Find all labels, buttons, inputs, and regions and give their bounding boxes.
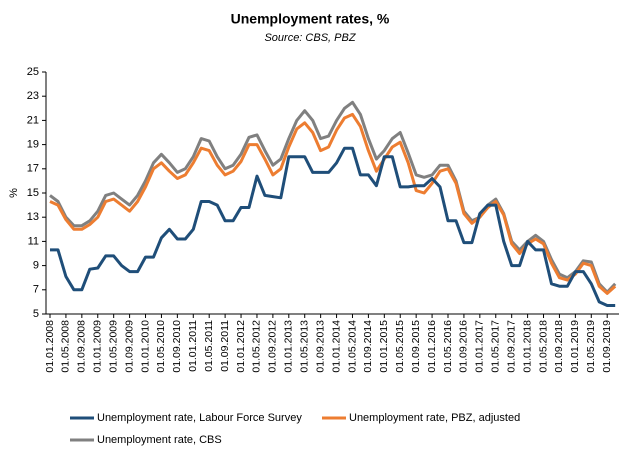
- x-tick-label: 01.05.2014: [346, 320, 358, 373]
- x-tick-label: 01.05.2017: [490, 320, 502, 373]
- x-tick-label: 01.09.2017: [505, 320, 517, 373]
- x-tick-label: 01.05.2010: [155, 320, 167, 373]
- y-tick-label: 15: [27, 187, 39, 199]
- x-tick-label: 01.01.2019: [569, 320, 581, 373]
- legend-label: Unemployment rate, Labour Force Survey: [97, 412, 302, 424]
- x-tick-label: 01.05.2013: [299, 320, 311, 373]
- x-tick-label: 01.01.2012: [235, 320, 247, 373]
- series-line: [50, 146, 616, 307]
- y-axis-label: %: [8, 188, 20, 198]
- x-tick-label: 01.05.2008: [60, 320, 72, 373]
- y-tick-label: 19: [27, 139, 39, 151]
- x-tick-label: 01.05.2019: [585, 320, 597, 373]
- y-tick-label: 11: [28, 235, 39, 247]
- x-tick-label: 01.05.2009: [107, 320, 119, 373]
- x-tick-label: 01.05.2015: [394, 320, 406, 373]
- y-tick-label: 17: [27, 163, 39, 175]
- x-tick-label: 01.05.2016: [442, 320, 454, 373]
- x-tick-label: 01.01.2018: [521, 320, 533, 373]
- x-tick-label: 01.09.2016: [458, 320, 470, 373]
- x-tick-label: 01.09.2013: [314, 320, 326, 373]
- x-tick-label: 01.09.2019: [601, 320, 613, 373]
- x-tick-label: 01.01.2017: [474, 320, 486, 373]
- x-tick-label: 01.01.2009: [92, 320, 104, 373]
- x-tick-label: 01.01.2010: [139, 320, 151, 373]
- x-tick-label: 01.05.2011: [203, 320, 215, 372]
- series-line: [49, 112, 617, 295]
- x-tick-label: 01.09.2010: [171, 320, 183, 373]
- x-tick-label: 01.09.2009: [123, 320, 135, 373]
- chart-subtitle: Source: CBS, PBZ: [264, 32, 356, 44]
- y-tick-label: 9: [33, 260, 39, 272]
- x-tick-label: 01.01.2014: [330, 320, 342, 373]
- y-tick-label: 13: [27, 211, 39, 223]
- x-tick-label: 01.01.2015: [378, 320, 390, 373]
- y-tick-label: 5: [33, 308, 39, 320]
- x-tick-label: 01.05.2012: [251, 320, 263, 373]
- y-tick-label: 25: [27, 66, 39, 78]
- y-tick-label: 7: [33, 284, 39, 296]
- y-tick-label: 23: [27, 90, 39, 102]
- x-tick-label: 01.05.2018: [537, 320, 549, 373]
- x-tick-label: 01.01.2008: [44, 320, 56, 373]
- x-tick-label: 01.09.2012: [267, 320, 279, 373]
- x-tick-label: 01.09.2014: [362, 320, 374, 373]
- x-tick-label: 01.09.2015: [410, 320, 422, 373]
- series-line: [49, 100, 617, 294]
- chart-title: Unemployment rates, %: [231, 11, 390, 27]
- x-tick-label: 01.01.2013: [283, 320, 295, 373]
- y-tick-label: 21: [27, 114, 39, 126]
- x-tick-label: 01.09.2011: [219, 320, 231, 372]
- x-tick-label: 01.01.2011: [187, 320, 199, 372]
- legend-label: Unemployment rate, CBS: [97, 434, 222, 446]
- x-tick-label: 01.09.2008: [76, 320, 88, 373]
- x-tick-label: 01.01.2016: [426, 320, 438, 373]
- legend-label: Unemployment rate, PBZ, adjusted: [349, 412, 520, 424]
- x-tick-label: 01.09.2018: [553, 320, 565, 373]
